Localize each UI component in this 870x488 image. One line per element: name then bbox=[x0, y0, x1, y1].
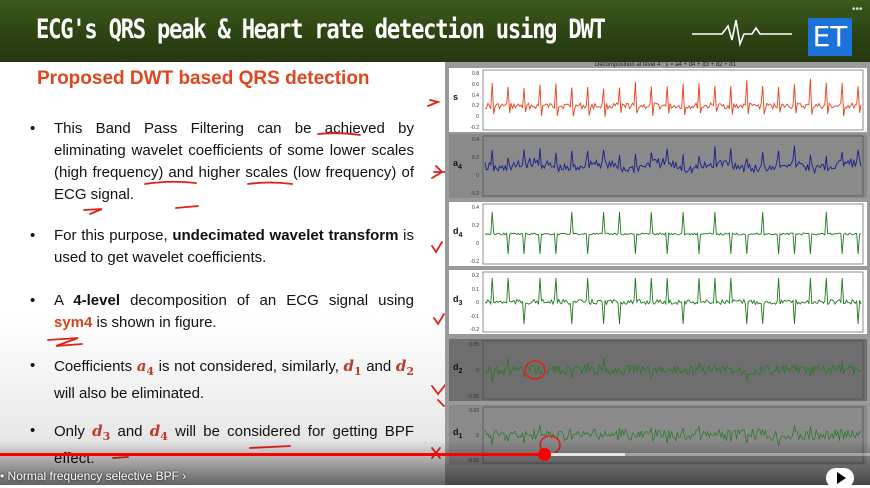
title-bar: ECG's QRS peak & Heart rate detection us… bbox=[0, 0, 870, 62]
y-tick-label: 0.2 bbox=[472, 155, 479, 161]
decomposition-panel: 0.8 0.6 0.4 0.2 0 -0.2 s bbox=[449, 68, 867, 132]
bullet-text: A 4-level decomposition of an ECG signal… bbox=[54, 292, 414, 331]
panel-label: s bbox=[453, 92, 459, 102]
y-tick-label: -0.2 bbox=[470, 191, 479, 197]
wavelet-decomposition-figure: Decomposition at level 4 : s = a4 + d4 +… bbox=[445, 62, 870, 485]
y-tick-label: 0.4 bbox=[472, 205, 479, 211]
panel-plot bbox=[449, 68, 867, 132]
y-tick-label: -0.1 bbox=[470, 313, 479, 320]
slide-subheading: Proposed DWT based QRS detection bbox=[37, 68, 370, 89]
y-tick-label: 0 bbox=[476, 114, 479, 121]
progress-buffer bbox=[545, 453, 625, 456]
y-tick-label: 0 bbox=[476, 300, 479, 306]
y-tick-label: -0.05 bbox=[467, 394, 479, 400]
decomposition-panel: 0.05 0 -0.05 d2 bbox=[449, 339, 867, 401]
signal-trace bbox=[484, 277, 862, 325]
progress-scrubber[interactable] bbox=[537, 448, 551, 461]
y-tick-label: 0.02 bbox=[469, 408, 479, 414]
panel-label: d4 bbox=[453, 226, 463, 239]
panel-plot bbox=[449, 339, 867, 401]
y-tick-label: 0.2 bbox=[472, 273, 479, 279]
y-tick-label: -0.2 bbox=[470, 125, 479, 131]
panel-plot bbox=[449, 134, 867, 198]
y-tick-label: 0.4 bbox=[472, 92, 479, 99]
panel-label: d2 bbox=[453, 362, 463, 375]
signal-trace bbox=[484, 78, 862, 117]
y-tick-label: 0.4 bbox=[472, 137, 479, 143]
play-icon[interactable] bbox=[826, 468, 854, 488]
player-shade bbox=[0, 440, 870, 485]
y-tick-label: -0.2 bbox=[470, 327, 479, 333]
ecg-heartbeat-icon bbox=[692, 19, 792, 47]
y-tick-label: 0 bbox=[476, 241, 479, 247]
signal-trace bbox=[484, 211, 862, 255]
decomposition-panel: 0.4 0.2 0 -0.2 a4 bbox=[449, 134, 867, 198]
pen-circle-annotation bbox=[524, 360, 546, 380]
y-tick-label: 0.8 bbox=[472, 71, 479, 77]
decomposition-panel: 0.2 0.1 0 -0.1 -0.2 d3 bbox=[449, 270, 867, 334]
progress-played bbox=[0, 453, 545, 456]
y-tick-label: 0.1 bbox=[472, 286, 479, 293]
signal-trace bbox=[484, 425, 862, 446]
signal-trace bbox=[484, 358, 862, 383]
panel-label: d1 bbox=[453, 427, 463, 440]
y-tick-label: 0.6 bbox=[472, 81, 479, 88]
signal-trace bbox=[484, 145, 862, 175]
panel-plot bbox=[449, 270, 867, 334]
y-tick-label: 0 bbox=[476, 173, 479, 179]
y-tick-label: 0.05 bbox=[469, 342, 479, 348]
panel-label: d3 bbox=[453, 294, 463, 307]
y-tick-label: 0.2 bbox=[472, 223, 479, 229]
bullet-text: Coefficients a4 is not considered, simil… bbox=[54, 357, 414, 402]
slide-title: ECG's QRS peak & Heart rate detection us… bbox=[36, 14, 606, 45]
y-tick-label: 0.2 bbox=[472, 103, 479, 110]
bullet-text: For this purpose, undecimated wavelet tr… bbox=[54, 227, 415, 266]
channel-logo-badge: ET bbox=[808, 18, 852, 56]
bullet-text: This Band Pass Filtering can be achieved… bbox=[54, 120, 414, 203]
y-tick-label: 0 bbox=[476, 368, 479, 374]
y-tick-label: -0.2 bbox=[470, 259, 479, 265]
panel-plot bbox=[449, 202, 867, 266]
decomposition-panel: 0.4 0.2 0 -0.2 d4 bbox=[449, 202, 867, 266]
slide-text-area: Proposed DWT based QRS detection • This … bbox=[0, 62, 445, 485]
chapter-title-link[interactable]: • Normal frequency selective BPF › bbox=[0, 469, 187, 483]
panel-label: a4 bbox=[453, 158, 462, 171]
more-options-icon[interactable]: ••• bbox=[852, 4, 863, 15]
figure-title: Decomposition at level 4 : s = a4 + d4 +… bbox=[595, 62, 736, 68]
y-tick-label: 0 bbox=[476, 433, 479, 439]
